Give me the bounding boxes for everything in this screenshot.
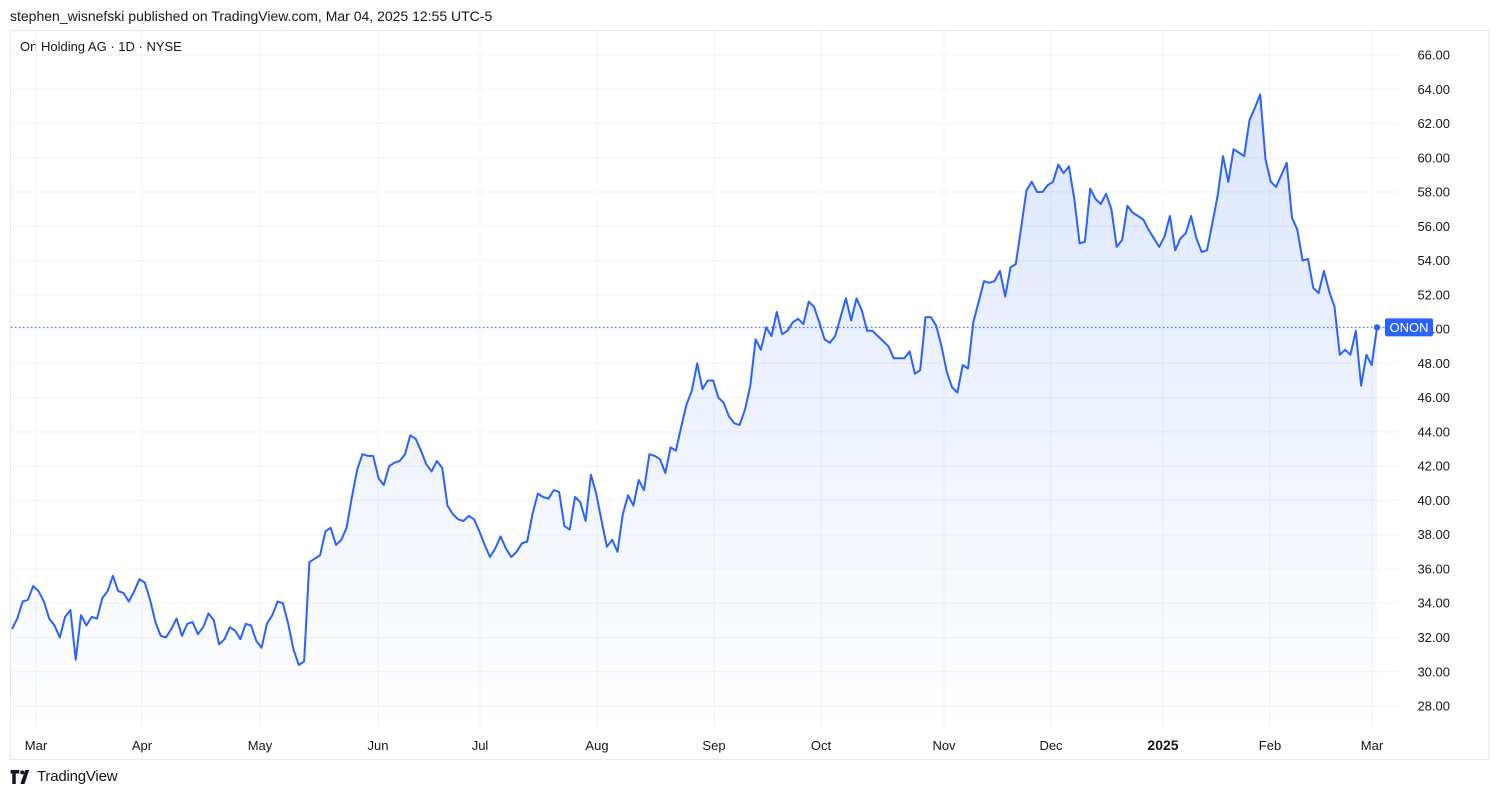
brand-name: TradingView [37, 768, 118, 785]
y-tick-label: 48.00 [1417, 356, 1450, 371]
x-tick-label: Jun [368, 738, 389, 753]
y-tick-label: 46.00 [1417, 390, 1450, 405]
chart-title: On Holding AG · 1D · NYSE [20, 39, 182, 54]
y-tick-label: 30.00 [1417, 664, 1450, 679]
brand-footer[interactable]: TradingView [10, 768, 118, 785]
x-tick-label: Aug [585, 738, 608, 753]
time-axis[interactable]: Mar Apr May Jun Jul Aug Sep Oct Nov Dec 2025 Feb Mar [25, 737, 1384, 753]
symbol-badge [1385, 318, 1433, 337]
y-tick-label: 36.00 [1417, 561, 1450, 576]
y-tick-label: 66.00 [1417, 47, 1450, 62]
chart-frame [10, 30, 1489, 760]
x-tick-label: Feb [1259, 738, 1281, 753]
y-tick-label: 62.00 [1417, 116, 1450, 131]
x-tick-label: 2025 [1147, 737, 1178, 753]
y-tick-label: 60.00 [1417, 150, 1450, 165]
tradingview-logo-icon [10, 769, 30, 784]
x-tick-label: Dec [1039, 738, 1063, 753]
price-area [12, 94, 1377, 730]
y-tick-label: 42.00 [1417, 459, 1450, 474]
last-price-badge: ONON [11, 318, 1433, 337]
y-tick-label: 56.00 [1417, 219, 1450, 234]
x-tick-label: Nov [932, 738, 956, 753]
x-tick-label: Jul [472, 738, 489, 753]
y-tick-label: 40.00 [1417, 493, 1450, 508]
y-tick-label: 64.00 [1417, 82, 1450, 97]
x-tick-label: Mar [25, 738, 48, 753]
x-tick-label: May [248, 738, 273, 753]
y-tick-label: 32.00 [1417, 630, 1450, 645]
x-tick-label: Sep [702, 738, 725, 753]
series-line-onon [11, 93, 1378, 666]
x-tick-label: Mar [1361, 738, 1384, 753]
y-tick-label: 52.00 [1417, 287, 1450, 302]
y-tick-label: 44.00 [1417, 424, 1450, 439]
x-tick-label: Oct [811, 738, 832, 753]
price-line [11, 93, 1378, 666]
last-price-dot [1373, 324, 1381, 331]
price-axis[interactable]: 66.00 64.00 62.00 60.00 58.00 56.00 54.00 52.00… [1417, 47, 1450, 713]
y-tick-label: 38.00 [1417, 527, 1450, 542]
x-tick-label: Apr [132, 738, 153, 753]
y-tick-label: 28.00 [1417, 699, 1450, 714]
y-tick-label: 54.00 [1417, 253, 1450, 268]
y-tick-label: 34.00 [1417, 596, 1450, 611]
y-tick-label: 58.00 [1417, 185, 1450, 200]
published-caption: stephen_wisnefski published on TradingVi… [10, 8, 493, 24]
area-fill [12, 94, 1377, 730]
symbol-badge-label: ONON [1390, 320, 1429, 335]
